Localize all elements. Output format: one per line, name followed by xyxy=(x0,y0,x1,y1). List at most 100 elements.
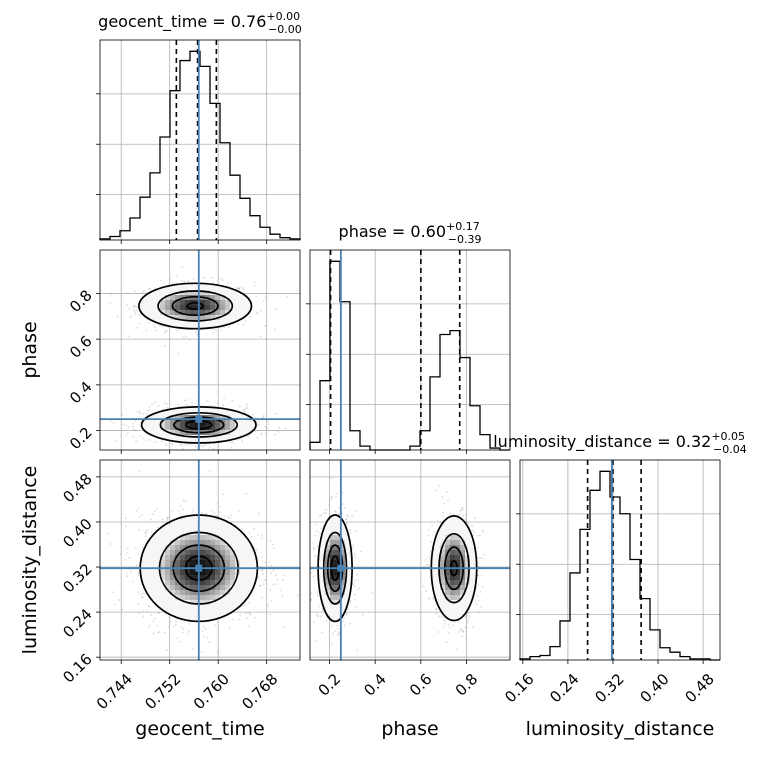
sample-point xyxy=(133,290,136,293)
sample-point xyxy=(310,592,313,595)
density-cell xyxy=(160,525,166,531)
density-cell xyxy=(150,290,156,296)
sample-point xyxy=(169,278,171,281)
density-cell xyxy=(170,535,176,541)
sample-point xyxy=(319,615,322,618)
sample-point xyxy=(319,515,321,517)
sample-point xyxy=(264,561,267,564)
panel-frame xyxy=(99,39,301,241)
density-cell xyxy=(140,555,146,561)
density-cell xyxy=(185,590,191,596)
density-cell xyxy=(145,310,151,316)
density-cell xyxy=(225,525,231,531)
sample-point xyxy=(247,602,250,604)
density-cell xyxy=(150,310,156,316)
title-minus: −0.04 xyxy=(713,443,747,456)
sample-point xyxy=(312,546,315,549)
sample-point xyxy=(334,510,336,513)
density-cell xyxy=(195,320,201,326)
sample-point xyxy=(345,521,348,524)
sample-point xyxy=(244,407,247,410)
sample-point xyxy=(214,624,217,627)
density-cell xyxy=(195,610,201,616)
density-cell xyxy=(200,320,206,326)
sample-point xyxy=(338,512,340,515)
sample-point xyxy=(220,277,223,280)
density-cell xyxy=(180,420,186,426)
density-cell xyxy=(205,570,211,576)
density-cell xyxy=(210,435,216,441)
sample-point xyxy=(265,636,268,639)
sample-point xyxy=(144,531,147,534)
sample-point xyxy=(319,532,322,534)
sample-point xyxy=(109,302,112,305)
sample-point xyxy=(171,443,174,446)
density-cell xyxy=(205,285,211,291)
density-cell xyxy=(215,525,221,531)
sample-point xyxy=(188,623,191,625)
density-cell xyxy=(155,540,161,546)
title-label: phase = xyxy=(339,222,411,241)
density-cell xyxy=(250,425,256,431)
sample-point xyxy=(447,624,450,626)
sample-point xyxy=(121,608,124,611)
sample-point xyxy=(229,517,232,519)
sample-point xyxy=(478,534,481,537)
sample-point xyxy=(278,426,281,429)
density-cell xyxy=(215,600,221,606)
sample-point xyxy=(124,558,127,561)
density-cell xyxy=(180,615,186,621)
density-cell xyxy=(210,295,216,301)
sample-point xyxy=(310,598,313,600)
density-cell xyxy=(170,420,176,426)
density-cell xyxy=(160,320,166,326)
density-cell xyxy=(155,560,161,566)
sample-point xyxy=(331,495,333,498)
density-cell xyxy=(155,315,161,321)
density-cell xyxy=(175,410,181,416)
density-cell xyxy=(225,610,231,616)
density-cell xyxy=(190,615,196,621)
sample-point xyxy=(181,266,184,269)
density-cell xyxy=(160,430,166,436)
sample-point xyxy=(120,523,123,526)
density-cell xyxy=(145,420,151,426)
sample-point xyxy=(323,512,326,514)
density-cell xyxy=(170,530,176,536)
density-cell xyxy=(145,305,151,311)
density-cell xyxy=(225,420,231,426)
sample-point xyxy=(137,603,140,605)
density-cell xyxy=(165,605,171,611)
sample-point xyxy=(177,403,180,406)
density-cell xyxy=(215,415,221,421)
sample-point xyxy=(330,497,333,499)
density-cell xyxy=(170,540,176,546)
density-cell xyxy=(200,570,206,576)
sample-point xyxy=(432,598,435,600)
sample-point xyxy=(256,420,258,423)
density-cell xyxy=(165,550,171,556)
density-cell xyxy=(215,285,221,291)
scatter-panel-phase-vs-luminosity_distance xyxy=(309,459,511,664)
sample-point xyxy=(126,552,128,554)
truth-marker xyxy=(195,564,203,572)
sample-point xyxy=(240,438,243,441)
sample-point xyxy=(317,590,319,593)
sample-point xyxy=(164,631,166,634)
panel-frame xyxy=(309,249,511,451)
density-cell xyxy=(210,300,216,306)
sample-point xyxy=(154,287,156,290)
density-cell xyxy=(180,315,186,321)
sample-point xyxy=(249,613,252,615)
sample-point xyxy=(343,624,346,627)
density-cell xyxy=(230,435,236,441)
sample-point xyxy=(127,335,130,337)
sample-point xyxy=(134,429,137,432)
sample-point xyxy=(269,613,272,616)
sample-point xyxy=(468,612,470,614)
sample-point xyxy=(208,469,211,472)
sample-point xyxy=(203,276,206,278)
sample-point xyxy=(133,309,135,312)
density-cell xyxy=(165,305,171,311)
title-label: geocent_time = xyxy=(98,12,231,32)
